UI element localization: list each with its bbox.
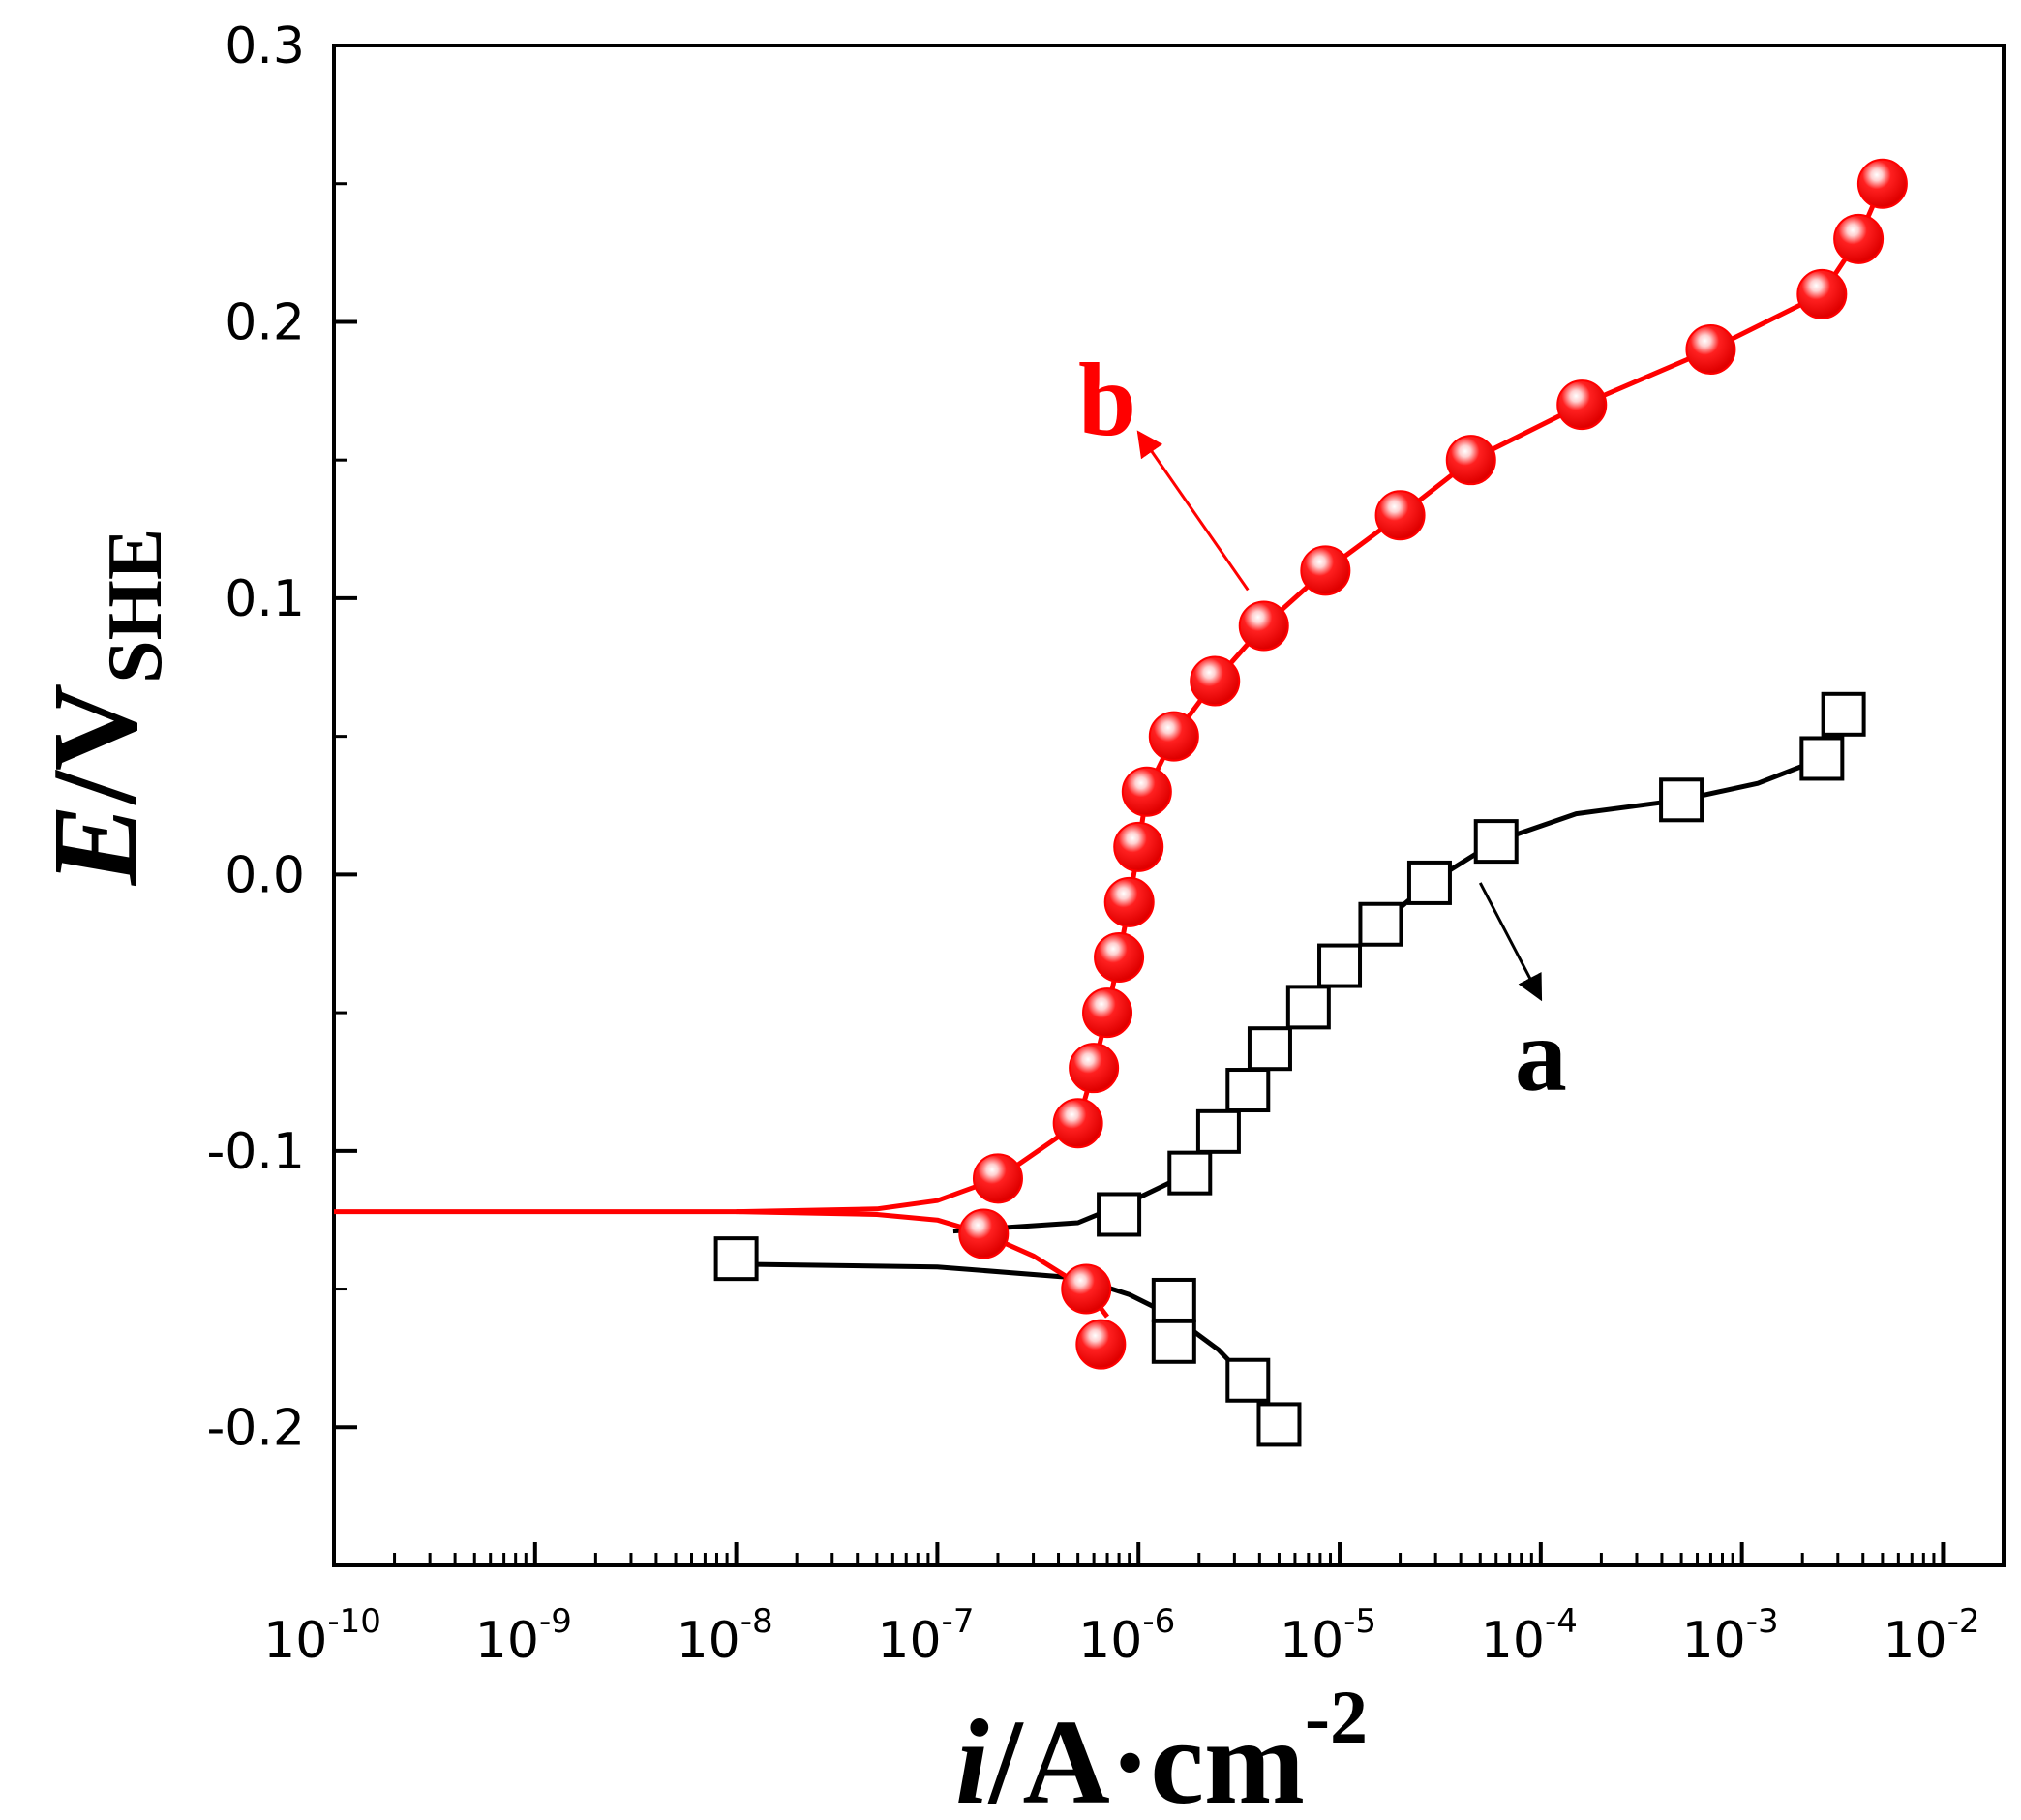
series-a [713,691,1866,1447]
annotation-arrow-b [1136,430,1250,592]
series-b-point [1103,876,1155,927]
x-tick-label: 10-2 [1883,1602,1979,1670]
x-tick-label: 10-6 [1078,1602,1175,1670]
series-b-point [1082,987,1133,1039]
series-a-point [1151,1319,1196,1364]
series-a-point [1225,1357,1271,1403]
series-b-point [1190,655,1241,707]
series-b-point [1833,213,1885,264]
series-b-point [1075,1319,1127,1370]
series-b-point [1113,821,1164,872]
series-b-point [1556,379,1608,431]
x-axis-title: i/A·cm-2 [955,1675,1368,1820]
x-tick-label: 10-9 [475,1602,572,1670]
x-axis: 10-10 10-9 10-8 10-7 10-6 10-5 10-4 10-3 10-2 [263,1542,1979,1670]
x-tick-label: 10-5 [1280,1602,1376,1670]
series-b-point [1374,490,1426,541]
series-a-point [1406,860,1452,905]
series-b-point [1300,545,1351,596]
series-a-point [1821,691,1866,737]
series-b-point [1052,1098,1103,1149]
series-b-point [972,1153,1023,1204]
series-a-point [1473,819,1519,864]
series-b-point [1061,1263,1112,1315]
series-a-point [1195,1108,1241,1154]
series-b-point [1238,600,1289,652]
series-layer [334,158,1908,1447]
series-a-point [1247,1026,1292,1072]
x-tick-label: 10-10 [263,1602,381,1670]
series-a-point [1225,1068,1271,1113]
series-a-point [1167,1150,1213,1196]
series-a-point [1151,1277,1196,1322]
annotation-label-a: a [1515,997,1567,1112]
x-tick-label: 10-7 [877,1602,974,1670]
plot-frame [332,44,2006,1567]
series-a-point [1256,1402,1302,1447]
annotation-label-b: b [1078,343,1136,458]
x-tick-label: 10-8 [677,1602,773,1670]
annotation-layer: ab [1078,343,1567,1113]
series-b-point [1445,435,1496,486]
series-a-point [1659,777,1704,823]
y-axis-title: E/VSHE [29,529,178,886]
series-b-point [1121,766,1172,817]
series-b [334,158,1908,1370]
series-a-point [713,1236,759,1282]
y-tick-label: 0.3 [225,17,305,76]
y-tick-label: -0.2 [207,1399,305,1457]
series-b-point [1685,324,1736,375]
y-tick-label: 0.2 [225,293,305,351]
series-a-point [1358,901,1403,947]
series-a-point [1285,985,1331,1030]
x-tick-label: 10-4 [1481,1602,1578,1670]
series-a-point [1799,736,1845,781]
series-b-point [1796,268,1848,319]
series-b-point [1148,711,1199,762]
y-tick-label: 0.0 [225,846,305,904]
series-a-curve-cathodic [736,1261,1282,1429]
y-axis: 0.3 0.2 0.1 0.0 -0.1 -0.2 [207,17,357,1457]
y-tick-label: 0.1 [225,570,305,628]
series-a-point [1097,1192,1142,1237]
series-b-point [958,1208,1010,1259]
series-a-curve-anodic [952,713,1846,1234]
x-tick-label: 10-3 [1682,1602,1779,1670]
series-b-point [1069,1043,1120,1094]
y-tick-label: -0.1 [207,1123,305,1181]
series-b-point [1094,932,1145,983]
annotation-arrow-a [1478,882,1543,1002]
series-b-point [1856,158,1908,209]
series-a-point [1317,943,1363,988]
